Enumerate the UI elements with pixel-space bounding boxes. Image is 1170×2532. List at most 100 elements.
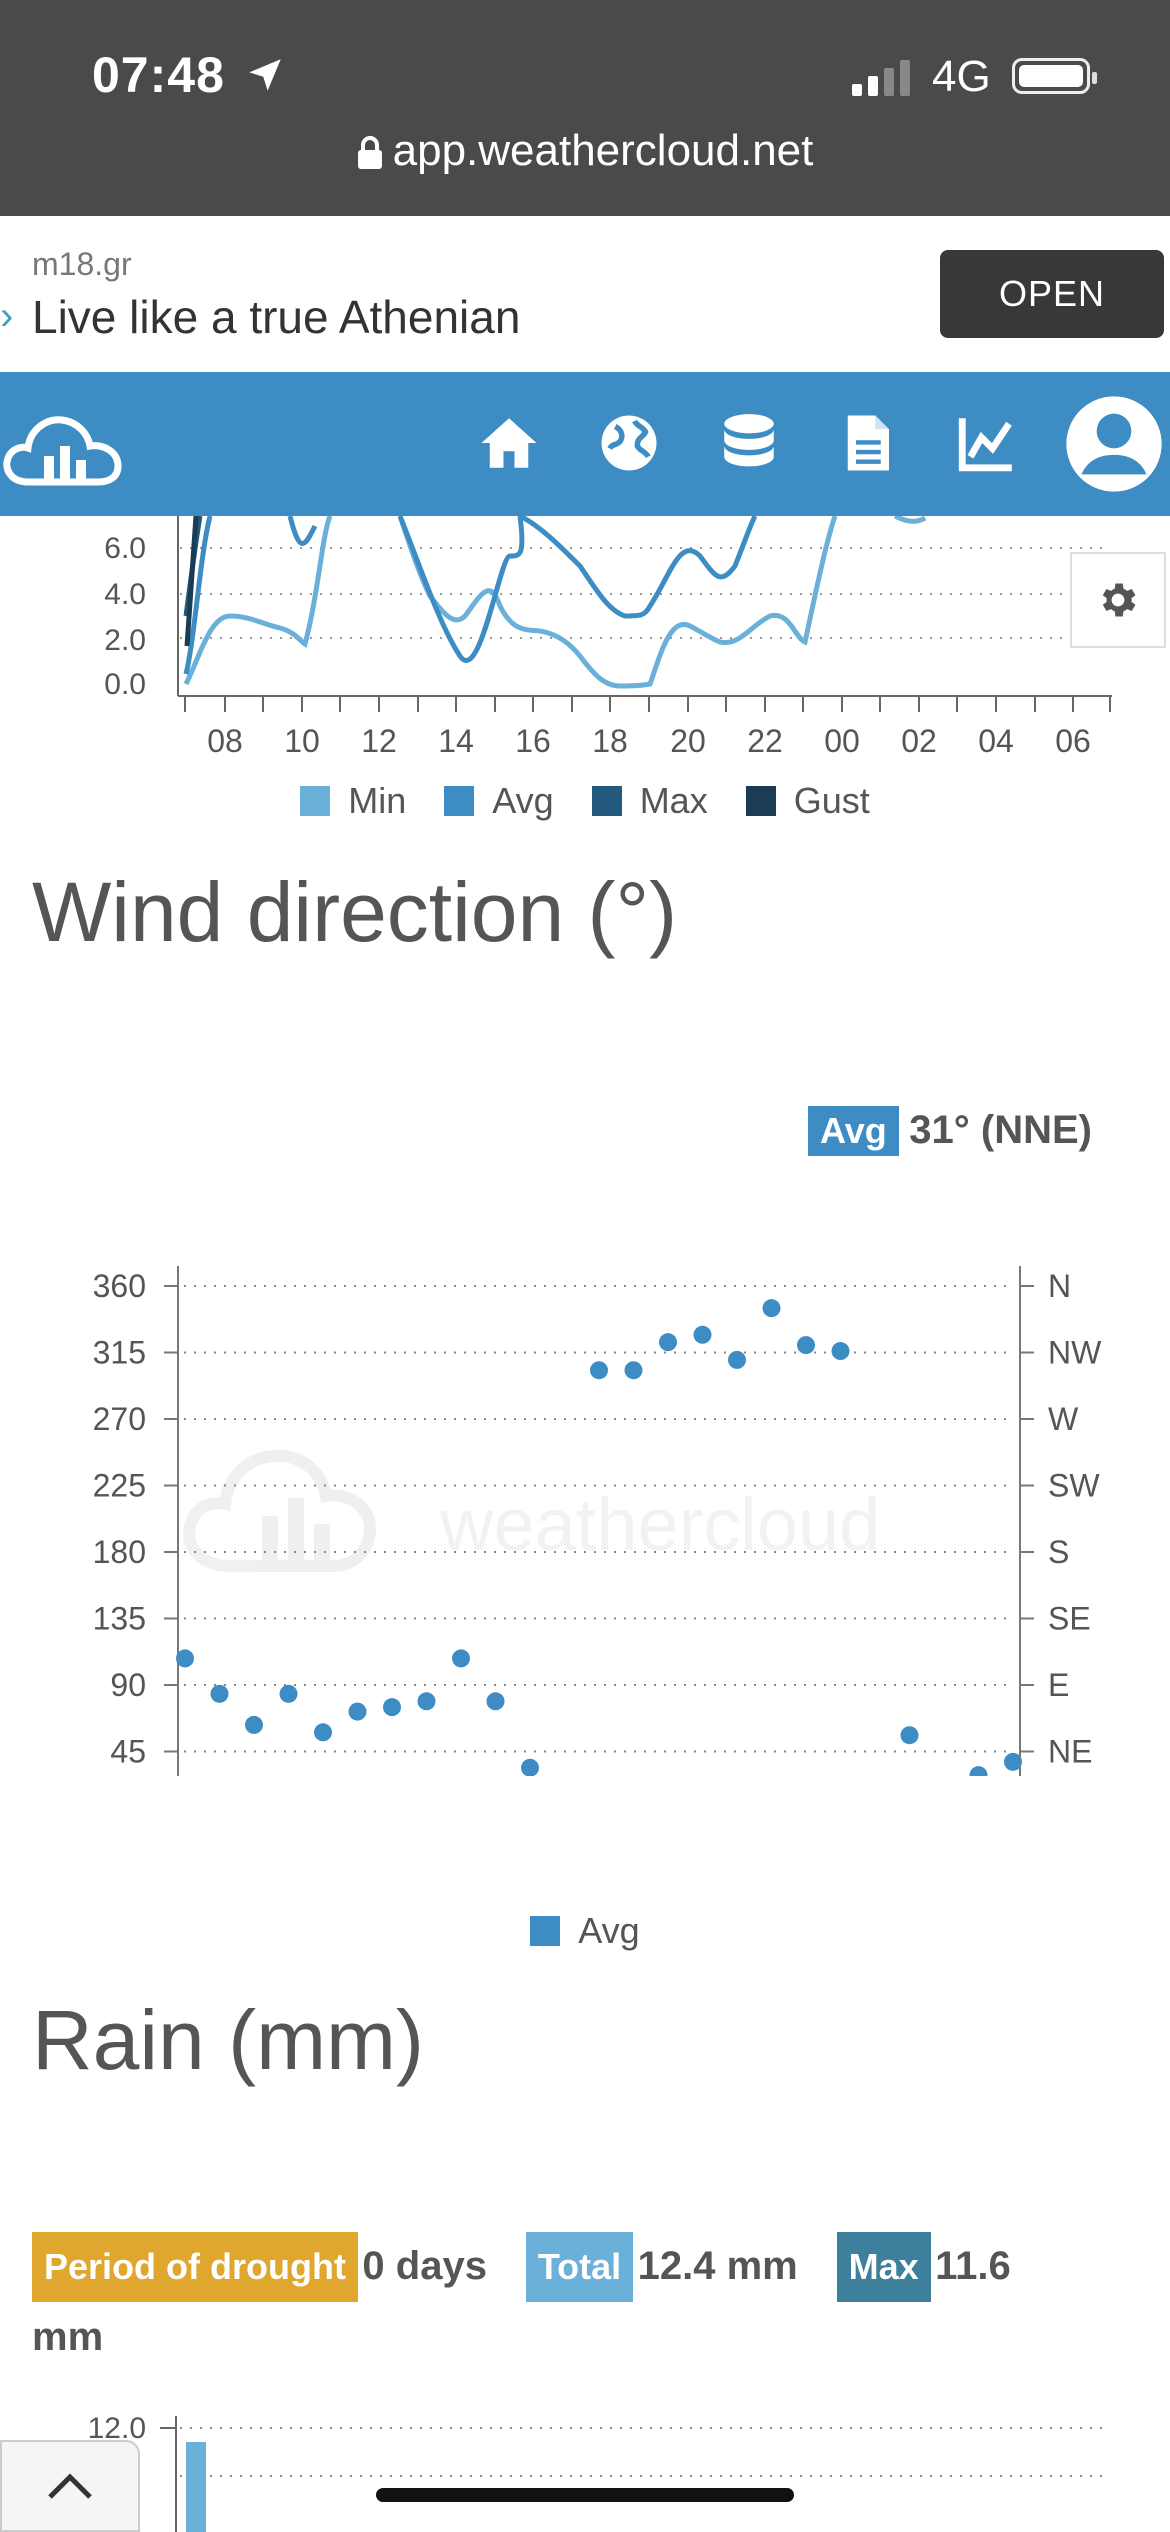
x-tick: 22 xyxy=(747,723,783,759)
wind-direction-chart: weathercloud 36031527022518013590450 NNW… xyxy=(93,1266,1102,1776)
signal-icon xyxy=(852,60,910,96)
wind-direction-title: Wind direction (°) xyxy=(32,865,678,959)
dashboard-content: 6.0 4.0 2.0 0.0 08 xyxy=(0,516,1170,2532)
x-tick: 02 xyxy=(901,723,937,759)
data-point[interactable] xyxy=(348,1702,367,1721)
data-point[interactable] xyxy=(452,1649,470,1668)
avg-series-line xyxy=(183,516,758,675)
x-tick: 10 xyxy=(284,723,320,759)
data-point[interactable] xyxy=(279,1684,298,1703)
ad-banner[interactable]: › m18.gr Live like a true Athenian OPEN xyxy=(0,216,1170,374)
y-tick: 4.0 xyxy=(104,578,146,611)
y-tick-label: 315 xyxy=(93,1335,146,1371)
y2-tick-label: SE xyxy=(1048,1601,1091,1637)
total-value: 12.4 mm xyxy=(637,2244,798,2288)
wind-direction-legend: Avg xyxy=(0,1910,1170,1955)
data-point[interactable] xyxy=(590,1361,608,1380)
y-tick: 0.0 xyxy=(104,668,146,701)
legend-item[interactable]: Avg xyxy=(530,1910,640,1952)
rain-title: Rain (mm) xyxy=(32,1993,424,2087)
y-tick: 6.0 xyxy=(104,532,146,565)
weathercloud-logo[interactable] xyxy=(0,394,130,494)
legend-item[interactable]: Min xyxy=(300,780,406,822)
y2-tick-label: NE xyxy=(1048,1734,1092,1770)
data-point[interactable] xyxy=(245,1715,263,1734)
legend-swatch xyxy=(300,786,331,816)
data-point[interactable] xyxy=(831,1342,850,1361)
x-tick: 16 xyxy=(515,723,551,759)
avg-badge: Avg xyxy=(808,1106,899,1156)
data-point[interactable] xyxy=(417,1692,436,1711)
y-tick: 12.0 xyxy=(88,2412,146,2445)
legend-label: Avg xyxy=(492,780,554,821)
y2-tick-label: W xyxy=(1048,1401,1079,1437)
home-indicator xyxy=(376,2488,794,2502)
x-tick: 00 xyxy=(824,723,860,759)
ad-site: m18.gr xyxy=(32,246,132,282)
document-icon[interactable] xyxy=(834,410,900,476)
max-badge: Max xyxy=(836,2232,931,2302)
legend-item[interactable]: Avg xyxy=(444,780,554,822)
x-tick: 12 xyxy=(361,723,397,759)
legend-item[interactable]: Gust xyxy=(745,780,870,822)
chart-settings-button[interactable] xyxy=(1070,552,1166,648)
drought-badge: Period of drought xyxy=(32,2232,358,2302)
y2-tick-label: SW xyxy=(1048,1468,1100,1504)
database-icon[interactable] xyxy=(716,410,782,476)
data-point[interactable] xyxy=(383,1698,401,1717)
ad-choices-icon[interactable]: › xyxy=(0,294,14,338)
x-tick: 04 xyxy=(978,723,1014,759)
max-unit: mm xyxy=(32,2315,104,2359)
y-tick-label: 180 xyxy=(93,1534,146,1570)
data-point[interactable] xyxy=(210,1684,229,1703)
data-point[interactable] xyxy=(659,1333,677,1352)
gear-icon xyxy=(1102,583,1136,617)
legend-label: Min xyxy=(348,780,407,821)
battery-icon xyxy=(1012,58,1097,94)
x-tick: 18 xyxy=(592,723,628,759)
y-tick-label: 135 xyxy=(93,1601,146,1637)
network-type: 4G xyxy=(932,52,991,101)
data-point[interactable] xyxy=(900,1726,919,1745)
home-icon[interactable] xyxy=(476,410,542,476)
gust-series-line xyxy=(184,516,199,647)
data-point[interactable] xyxy=(521,1758,539,1776)
main-navbar xyxy=(0,372,1170,516)
y2-tick-label: NW xyxy=(1048,1335,1102,1371)
y-tick-label: 225 xyxy=(93,1468,146,1504)
ad-title[interactable]: Live like a true Athenian xyxy=(32,291,521,343)
legend-label: Avg xyxy=(578,1910,640,1951)
legend-item[interactable]: Max xyxy=(591,780,708,822)
data-point[interactable] xyxy=(693,1325,712,1344)
data-point[interactable] xyxy=(797,1336,815,1355)
legend-label: Gust xyxy=(793,780,870,821)
data-point[interactable] xyxy=(762,1299,781,1318)
address-bar[interactable]: app.weathercloud.net xyxy=(0,126,1170,176)
x-tick: 20 xyxy=(670,723,706,759)
globe-icon[interactable] xyxy=(596,410,662,476)
scroll-to-top-button[interactable] xyxy=(0,2440,140,2532)
legend-swatch xyxy=(530,1916,561,1946)
rain-stats: Period of drought 0 days Total 12.4 mm M… xyxy=(32,2232,1142,2377)
data-point[interactable] xyxy=(624,1361,643,1380)
chevron-up-icon xyxy=(48,2473,92,2499)
y2-tick-label: S xyxy=(1048,1534,1069,1570)
avg-value: 31° (NNE) xyxy=(909,1108,1092,1152)
data-point[interactable] xyxy=(1004,1752,1022,1771)
wind-speed-chart: 6.0 4.0 2.0 0.0 08 xyxy=(104,516,1112,759)
y-tick-label: 90 xyxy=(110,1667,146,1703)
legend-swatch xyxy=(745,786,776,816)
wind-direction-avg-stat: Avg 31° (NNE) xyxy=(808,1106,1092,1156)
rain-chart: 12.0 xyxy=(88,2412,1110,2532)
data-point[interactable] xyxy=(969,1766,988,1776)
data-point[interactable] xyxy=(486,1692,505,1711)
ad-open-button[interactable]: OPEN xyxy=(940,250,1164,338)
data-point[interactable] xyxy=(728,1350,746,1369)
data-point[interactable] xyxy=(176,1649,194,1668)
x-tick: 08 xyxy=(207,723,243,759)
min-series-line xyxy=(183,516,927,689)
data-point[interactable] xyxy=(314,1723,332,1742)
user-icon[interactable] xyxy=(1062,392,1166,496)
clock: 07:48 xyxy=(92,47,225,103)
chart-icon[interactable] xyxy=(954,410,1020,476)
